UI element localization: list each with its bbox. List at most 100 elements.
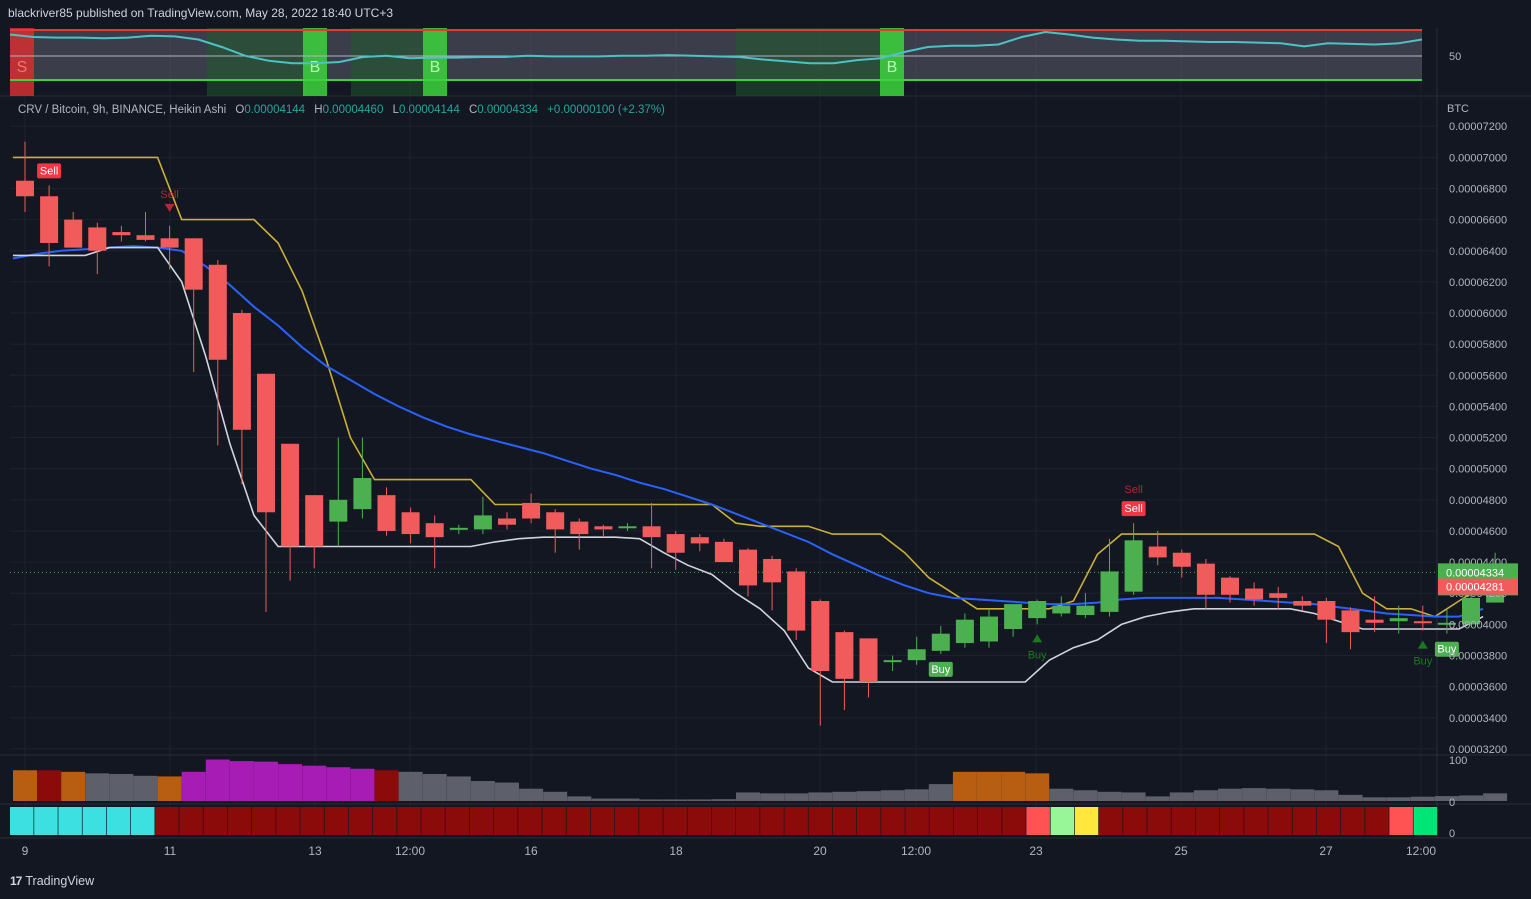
price-y-tick: 0.00007000 [1449,152,1507,164]
volume-bar [181,771,206,801]
signal-strip-cell [469,807,494,835]
buy-badge-label: Buy [931,664,950,676]
osc-signal-column [423,28,447,96]
signal-strip-cell [808,807,833,835]
x-axis-tick: 23 [1029,844,1043,858]
candle-down [88,227,107,251]
price-y-tick: 0.00004000 [1449,619,1507,631]
volume-bar [856,791,881,801]
volume-bar [109,773,134,801]
volume-bar [880,790,905,801]
osc-y-tick: 50 [1449,51,1461,63]
currency-label: BTC [1447,103,1469,115]
price-y-tick: 0.00003200 [1449,744,1507,756]
tradingview-footer[interactable]: 17 TradingView [10,874,94,888]
volume-bar [784,793,809,801]
signal-strip-cell [639,807,663,835]
signal-strip-cell [711,807,736,835]
candle-up [883,660,902,663]
buy-badge-bg [928,661,953,677]
brand-name: TradingView [25,874,95,888]
signal-strip-cell [1316,807,1341,835]
volume-bar [157,776,182,801]
x-axis-tick: 12:00 [901,844,931,858]
volume-bar [133,775,158,801]
signal-strip-cell [252,807,276,835]
signal-strip-cell [1123,807,1147,835]
signal-strip-cell [542,807,566,835]
x-axis-tick: 20 [813,844,827,858]
volume-bar [1001,771,1026,801]
price-y-tick: 0.00005000 [1449,464,1507,476]
candle-down [160,238,179,248]
signal-strip-cell [1413,807,1438,835]
price-y-tick: 0.00004800 [1449,495,1507,507]
signal-strip-cell [421,807,445,835]
osc-zone-highlight [351,28,423,96]
volume-y-tick: 0 [1449,797,1455,809]
volume-bar [1266,788,1291,801]
price-y-tick: 0.00006000 [1449,308,1507,320]
signal-strip-cell [1365,807,1389,835]
signal-strip-cell [760,807,784,835]
candle-down [666,534,685,553]
change-value: +0.00000100 (+2.37%) [547,104,665,116]
candle-down [377,495,396,531]
signal-strip-cell [179,807,203,835]
candle-down [1293,601,1312,606]
volume-bar [567,796,592,801]
osc-signal-letter: S [17,59,28,76]
candle-down [594,526,613,530]
sell-badge-label: Sell [1124,503,1142,515]
candle-down [714,541,733,563]
volume-bar [422,773,447,801]
signal-strip-cell [348,807,373,835]
candle-down [1341,610,1360,633]
price-y-tick: 0.00007200 [1449,121,1507,133]
candle-down [522,502,541,519]
signal-strip-cell [736,807,760,835]
indicator-price-label: 0.00004281 [1438,578,1518,595]
candle-down [401,512,420,535]
volume-bar [543,791,568,801]
volume-bar [904,789,929,801]
sell-badge-bg [1121,501,1146,517]
candle-down [1317,601,1336,620]
volume-bar [1169,792,1194,801]
x-axis-tick: 12:00 [395,844,425,858]
candle-down [739,549,757,586]
candle-up [1100,571,1119,612]
candle-up [329,499,348,522]
volume-bar [1121,792,1146,801]
sell-arrow-icon [164,203,175,212]
volume-bar [350,768,375,801]
volume-bar [519,788,544,801]
price-y-tick: 0.00004600 [1449,526,1507,538]
buy-badge-bg [1434,641,1459,657]
volume-bar [952,771,977,801]
volume-bar [374,770,399,801]
volume-bar [1338,794,1363,801]
candle-up [1004,604,1023,630]
volume-pane [13,759,1508,801]
osc-line [9,30,1423,65]
candle-up [473,515,492,530]
signal-strip-cell [155,807,179,835]
candle-down [1269,593,1288,598]
osc-zone-highlight [207,28,305,96]
signal-strip-cell [929,807,954,835]
signal-strip-cell [10,807,34,835]
candle-down [232,313,251,430]
volume-bar [736,792,760,801]
signal-strip-cell [227,807,252,835]
volume-bar [470,781,495,801]
signal-strip-cell [445,807,470,835]
volume-bar [1290,789,1315,801]
signal-strip-cell [905,807,929,835]
buy-signal-badge: Buy [928,661,953,677]
candle-down [425,523,444,538]
publish-header: blackriver85 published on TradingView.co… [8,6,394,20]
signal-strip-cell [82,807,107,835]
